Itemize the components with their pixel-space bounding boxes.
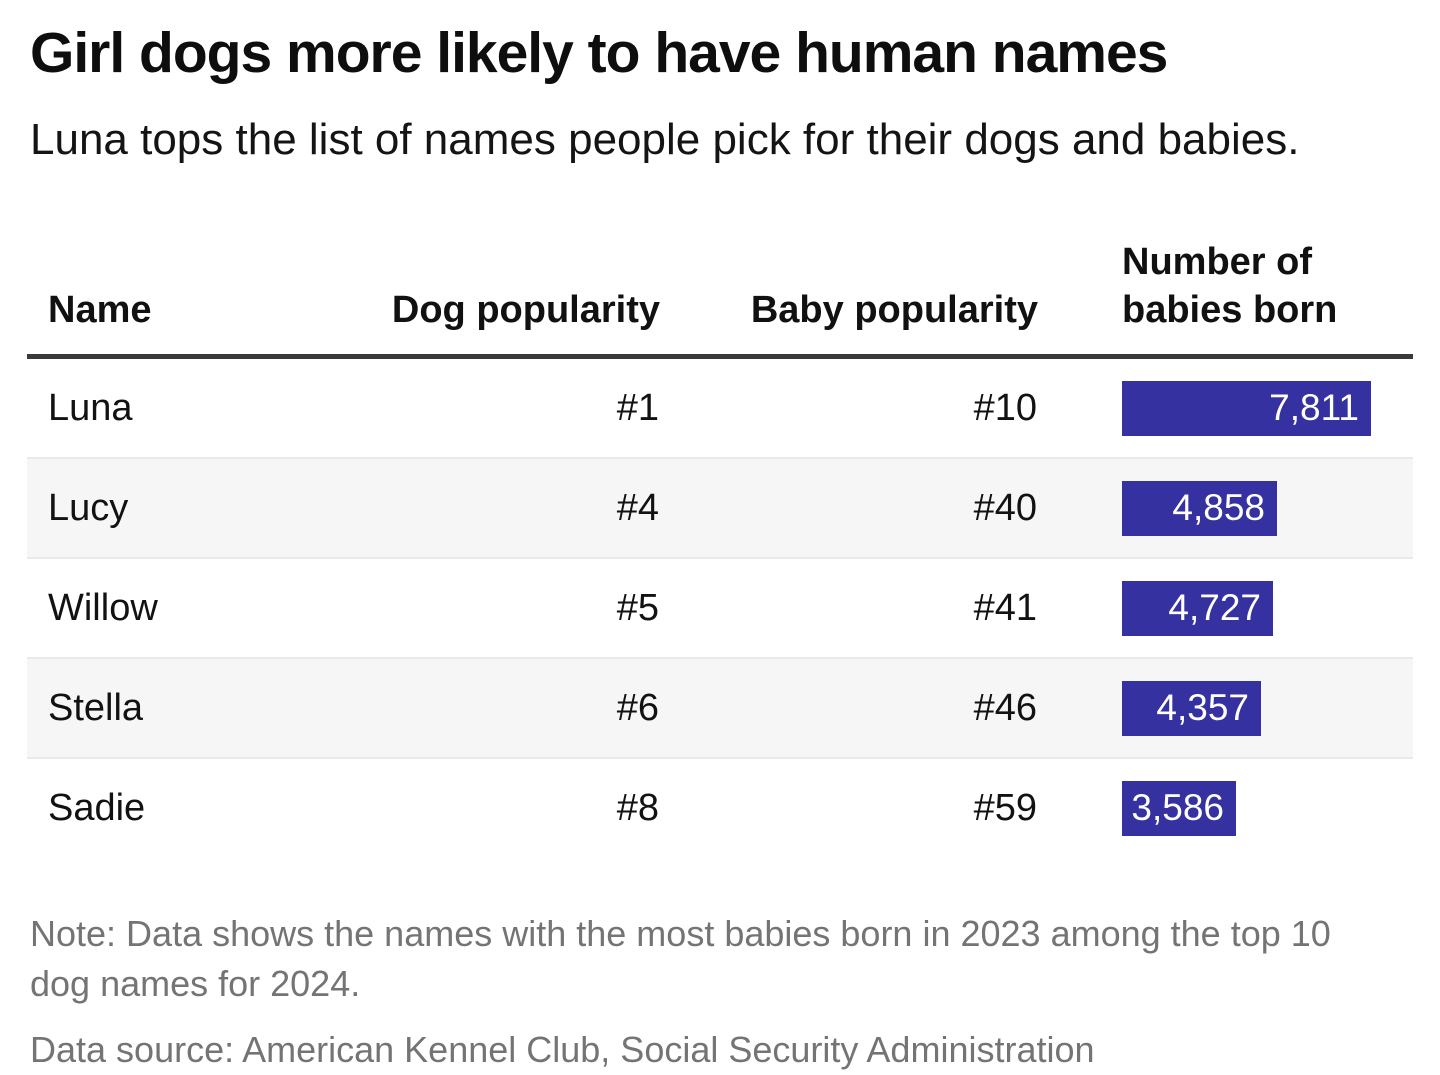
column-header-dog-popularity: Dog popularity — [364, 238, 660, 359]
name-cell: Stella — [27, 657, 364, 758]
table-row: Luna #1 #10 7,811 — [27, 357, 1413, 459]
baby-popularity-cell: #41 — [660, 557, 1038, 658]
column-header-name: Name — [27, 238, 364, 359]
table-body: Luna #1 #10 7,811 Lucy #4 #40 4,858 Will… — [27, 357, 1413, 857]
chart-subtitle: Luna tops the list of names people pick … — [30, 115, 1300, 164]
babies-born-bar: 4,727 — [1122, 580, 1273, 636]
name-cell: Lucy — [27, 457, 364, 558]
babies-born-bar: 7,811 — [1122, 380, 1371, 436]
baby-popularity-cell: #46 — [660, 657, 1038, 758]
table-header: Name Dog popularity Baby popularity Numb… — [27, 238, 1413, 359]
column-header-babies-born: Number of babies born — [1038, 238, 1413, 359]
name-cell: Luna — [48, 386, 133, 429]
babies-born-bar: 3,586 — [1122, 780, 1236, 836]
babies-born-cell: 4,858 — [1038, 457, 1413, 558]
dog-popularity-cell: #8 — [364, 757, 660, 857]
dog-baby-names-table: Name Dog popularity Baby popularity Numb… — [27, 238, 1413, 857]
babies-born-cell: 3,586 — [1038, 757, 1413, 857]
dog-popularity-cell: #4 — [364, 457, 660, 558]
baby-popularity-cell: #59 — [660, 757, 1038, 857]
column-header-baby-popularity: Baby popularity — [660, 238, 1038, 359]
name-cell: Sadie — [27, 757, 364, 857]
table-row: Sadie #8 #59 3,586 — [27, 757, 1413, 857]
name-cell: Willow — [27, 557, 364, 658]
dog-popularity-cell: #6 — [364, 657, 660, 758]
babies-born-bar: 4,357 — [1122, 680, 1261, 736]
babies-born-cell: 4,357 — [1038, 657, 1413, 758]
dog-popularity-cell: #1 — [616, 386, 659, 429]
babies-born-cell: 7,811 — [1038, 357, 1413, 459]
data-source: Data source: American Kennel Club, Socia… — [30, 1029, 1095, 1070]
table-row: Stella #6 #46 4,357 — [27, 657, 1413, 758]
baby-popularity-cell: #40 — [660, 457, 1038, 558]
table-row: Lucy #4 #40 4,858 — [27, 457, 1413, 558]
chart-title: Girl dogs more likely to have human name… — [30, 21, 1168, 85]
table-row: Willow #5 #41 4,727 — [27, 557, 1413, 658]
dog-popularity-cell: #5 — [364, 557, 660, 658]
baby-popularity-cell: #10 — [973, 386, 1037, 429]
babies-born-cell: 4,727 — [1038, 557, 1413, 658]
footnote: Note: Data shows the names with the most… — [30, 913, 1331, 1004]
babies-born-bar: 4,858 — [1122, 480, 1277, 536]
